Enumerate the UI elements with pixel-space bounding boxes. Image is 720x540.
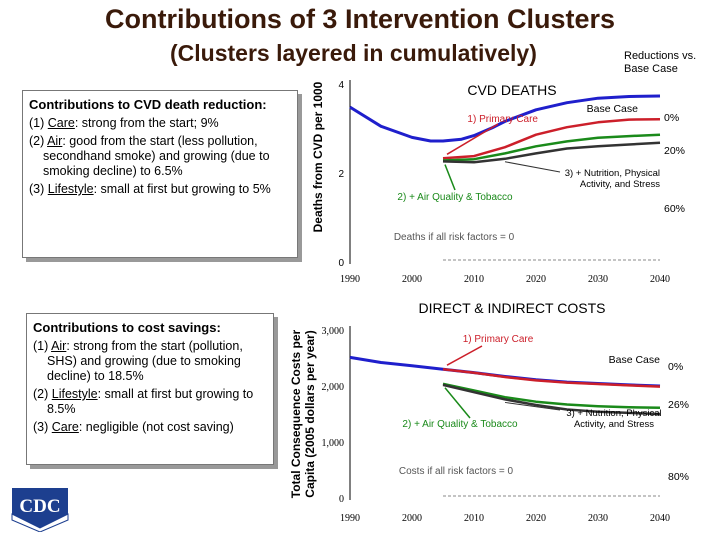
deaths-contribution-box: Contributions to CVD death reduction: (1… — [22, 90, 298, 258]
reduction-percent-label: 80% — [668, 471, 689, 483]
x-tick-label: 2000 — [402, 513, 422, 524]
costs-contribution-box: Contributions to cost savings: (1) Air: … — [26, 313, 274, 465]
item-key: Care — [51, 420, 79, 434]
logo-text: CDC — [19, 496, 60, 517]
reduction-percent-label: 0% — [668, 361, 683, 373]
item-text: : small at first but growing to 8.5% — [47, 387, 254, 416]
x-tick-label: 1990 — [340, 513, 360, 524]
item-number: (2) — [29, 134, 48, 148]
costs-box-item: (2) Lifestyle: small at first but growin… — [33, 387, 269, 417]
lifestyle-label-line1: 3) + Nutrition, Physical — [565, 168, 660, 179]
x-tick-label: 2030 — [588, 274, 608, 285]
item-text: : small at first but growing to 5% — [93, 182, 271, 196]
series-line-lifestyle — [442, 141, 661, 164]
x-tick-label: 2010 — [464, 274, 484, 285]
item-text: : strong from the start (pollution, SHS)… — [47, 339, 243, 383]
y-tick-label: 2,000 — [322, 382, 345, 393]
cdc-logo: CDC — [8, 484, 72, 532]
y-tick-label: 3,000 — [322, 326, 345, 337]
lifestyle-label-line1: 3) + Nutrition, Physical — [566, 408, 661, 419]
series-line-lifestyle — [442, 383, 661, 416]
x-tick-label: 2000 — [402, 274, 422, 285]
reduction-percent-label: 0% — [664, 112, 679, 124]
x-tick-label: 2020 — [526, 513, 546, 524]
chart-title: DIRECT & INDIRECT COSTS — [419, 300, 606, 316]
reductions-label-line1: Reductions vs. — [624, 50, 697, 62]
primary-care-arrow — [446, 123, 499, 155]
reductions-label-line2: Base Case — [624, 63, 678, 75]
lifestyle-label-line2: Activity, and Stress — [574, 419, 654, 430]
item-number: (3) — [29, 182, 48, 196]
zero-risk-label: Costs if all risk factors = 0 — [399, 466, 514, 477]
item-number: (1) — [33, 339, 52, 353]
y-tick-label: 1,000 — [322, 438, 345, 449]
item-key: Care — [47, 116, 75, 130]
y-tick-label: 2 — [338, 169, 344, 180]
item-text: : good from the start (less pollution, s… — [43, 134, 270, 178]
item-key: Lifestyle — [47, 182, 94, 196]
x-tick-label: 2040 — [650, 274, 670, 285]
y-tick-label: 0 — [339, 494, 344, 505]
y-tick-label: 0 — [338, 258, 344, 269]
primary-care-label: 1) Primary Care — [467, 114, 538, 125]
series-line-air — [442, 382, 661, 410]
series-line-air — [442, 133, 661, 162]
costs-box-item: (1) Air: strong from the start (pollutio… — [33, 339, 269, 384]
item-key: Air — [51, 339, 67, 353]
lifestyle-arrow — [504, 161, 561, 173]
base-case-label: Base Case — [587, 103, 639, 115]
x-tick-label: 1990 — [340, 274, 360, 285]
x-tick-label: 2010 — [464, 513, 484, 524]
page-subtitle: (Clusters layered in cumulatively) — [170, 40, 537, 66]
air-quality-arrow — [444, 387, 471, 419]
base-case-label: Base Case — [609, 354, 661, 366]
costs-box-heading: Contributions to cost savings: — [33, 320, 221, 335]
lifestyle-label-line2: Activity, and Stress — [580, 179, 660, 190]
y-tick-label: 4 — [338, 80, 344, 91]
page-title: Contributions of 3 Intervention Clusters — [104, 4, 616, 34]
item-key: Air — [47, 134, 63, 148]
costs-box-item: (3) Care: negligible (not cost saving) — [33, 420, 269, 435]
primary-care-label: 1) Primary Care — [463, 334, 534, 345]
series-line-care — [442, 367, 661, 388]
item-number: (2) — [33, 387, 52, 401]
reduction-percent-label: 26% — [668, 399, 689, 411]
deaths-box-item: (2) Air: good from the start (less pollu… — [29, 134, 293, 179]
air-quality-label: 2) + Air Quality & Tobacco — [397, 192, 513, 203]
chart-title: CVD DEATHS — [467, 82, 556, 98]
reduction-percent-label: 60% — [664, 203, 685, 215]
item-number: (1) — [29, 116, 48, 130]
item-number: (3) — [33, 420, 52, 434]
zero-risk-label: Deaths if all risk factors = 0 — [394, 232, 515, 243]
item-text: : strong from the start; 9% — [74, 116, 219, 130]
reduction-percent-label: 20% — [664, 145, 685, 157]
air-quality-arrow — [444, 164, 456, 191]
item-text: : negligible (not cost saving) — [78, 420, 234, 434]
deaths-box-item: (3) Lifestyle: small at first but growin… — [29, 182, 293, 197]
x-tick-label: 2020 — [526, 274, 546, 285]
series-line-care — [442, 117, 661, 160]
lifestyle-arrow — [504, 401, 561, 411]
x-tick-label: 2040 — [650, 513, 670, 524]
item-key: Lifestyle — [51, 387, 98, 401]
primary-care-arrow — [446, 345, 483, 366]
deaths-box-item: (1) Care: strong from the start; 9% — [29, 116, 293, 131]
series-line-base — [349, 94, 661, 143]
x-tick-label: 2030 — [588, 513, 608, 524]
deaths-box-heading: Contributions to CVD death reduction: — [29, 97, 267, 112]
reductions-label: Reductions vs. Base Case — [624, 50, 696, 76]
air-quality-label: 2) + Air Quality & Tobacco — [402, 419, 518, 430]
